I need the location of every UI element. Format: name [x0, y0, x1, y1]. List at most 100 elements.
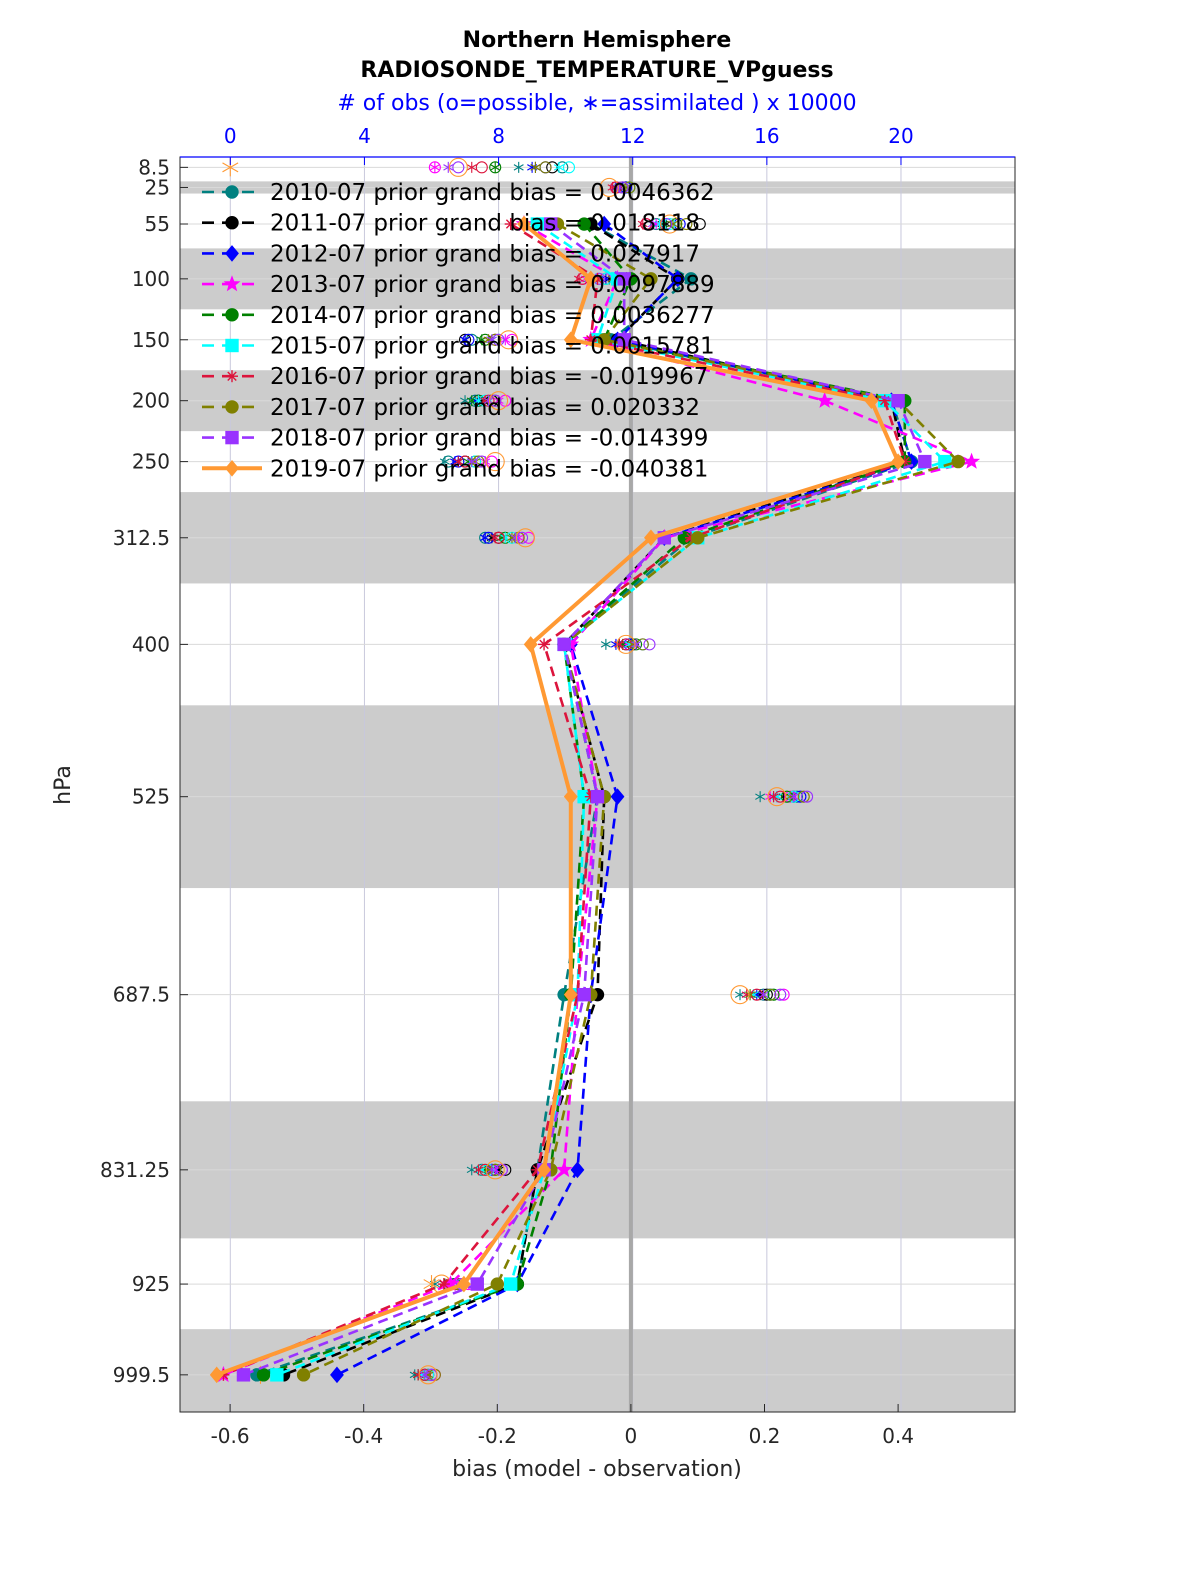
series-lines: [209, 215, 981, 1384]
obs-possible-marker: [539, 161, 552, 174]
series-point: [490, 1277, 504, 1291]
top-axis-ticks: 0 4 8 12 16 20: [224, 124, 914, 165]
asterisk-stroke: [614, 641, 625, 648]
obs-assimilated-marker: [631, 638, 642, 650]
asterisk-stroke: [466, 164, 477, 171]
obs-possible-marker: [693, 217, 706, 231]
obs-possible-marker: [465, 333, 478, 346]
series-line: [216, 222, 901, 1377]
y-tick-label: 55: [145, 212, 170, 236]
obs-assimilated-marker: [429, 161, 440, 173]
y-tick-label: 250: [132, 450, 170, 474]
series-point: [570, 1161, 585, 1179]
series-point: [544, 217, 558, 231]
obs-possible-marker: [479, 333, 492, 346]
y-tick-label: 925: [132, 1272, 170, 1296]
obs-possible-marker: [499, 1163, 512, 1176]
asterisk-stroke: [490, 164, 501, 171]
y-axis-label: hPa: [51, 765, 76, 805]
series-point: [951, 454, 965, 469]
obs-possible-marker: [479, 1163, 492, 1176]
top-axis-label: # of obs (o=possible, ∗=assimilated ) x …: [337, 91, 856, 116]
series-point: [918, 454, 932, 469]
obs-possible-marker: [680, 217, 693, 231]
series-point: [537, 1161, 551, 1179]
y-tick-label: 831.25: [100, 1158, 170, 1182]
obs-assimilated-marker: [419, 1369, 430, 1381]
legend-marker: [225, 338, 239, 353]
asterisk-stroke: [637, 220, 648, 228]
series-point: [816, 391, 834, 408]
series-line: [276, 222, 947, 1377]
series-point: [610, 788, 625, 805]
obs-possible-marker: [458, 455, 472, 468]
obs-assimilated-marker: [530, 161, 541, 173]
series-line: [222, 222, 907, 1377]
asterisk-stroke: [667, 220, 678, 228]
legend-entry: 2014-07 prior grand bias = 0.0036277: [270, 303, 715, 329]
chart-title: Northern Hemisphere: [463, 28, 732, 53]
obs-assimilated-marker: [466, 456, 477, 468]
series-point: [597, 215, 612, 233]
asterisk-stroke: [755, 793, 766, 800]
series-point: [270, 1368, 284, 1382]
asterisk-stroke: [466, 458, 477, 465]
asterisk-stroke: [480, 534, 491, 541]
series-point: [891, 393, 905, 408]
asterisk-stroke: [222, 162, 239, 173]
legend-entry: 2018-07 prior grand bias = -0.014399: [270, 426, 708, 452]
asterisk-stroke: [460, 336, 471, 343]
asterisk-stroke: [453, 458, 464, 465]
obs-possible-marker: [489, 333, 502, 346]
obs-possible-marker: [750, 988, 763, 1001]
obs-possible-marker: [485, 1160, 505, 1180]
obs-possible-marker: [599, 177, 619, 198]
asterisk-stroke: [510, 534, 521, 541]
series-point: [530, 217, 545, 231]
asterisk-stroke: [429, 164, 440, 171]
y-tick-label: 25: [145, 175, 170, 199]
obs-assimilated-marker: [486, 1164, 497, 1176]
obs-possible-marker: [616, 634, 636, 654]
obs-assimilated-marker: [513, 161, 524, 173]
x-tick-label: 0: [625, 1424, 638, 1448]
series-point: [644, 529, 658, 547]
series-point: [296, 1368, 311, 1382]
obs-assimilated-marker: [460, 334, 471, 346]
series-point: [503, 1277, 518, 1291]
asterisk-stroke: [553, 164, 564, 171]
series-point: [563, 331, 578, 349]
asterisk-stroke: [423, 1279, 440, 1290]
obs-possible-marker: [660, 214, 680, 234]
x-tick-label: -0.4: [344, 1424, 383, 1448]
series-point: [891, 453, 906, 470]
series-point: [330, 1366, 344, 1384]
chart-subtitle: RADIOSONDE_TEMPERATURE_VPguess: [360, 58, 833, 83]
series-point: [523, 636, 538, 653]
series-line: [263, 223, 907, 1377]
obs-possible-marker: [774, 988, 787, 1001]
series-point: [670, 270, 685, 288]
legend-marker: [225, 215, 239, 230]
obs-possible-marker: [485, 452, 505, 472]
series-point: [209, 1366, 224, 1384]
top-tick-label: 8: [492, 124, 505, 148]
obs-possible-marker: [499, 330, 519, 350]
legend-marker: [225, 185, 239, 199]
shaded-band: [180, 1329, 1015, 1412]
obs-assimilated-marker: [788, 791, 799, 803]
legend-marker: [226, 370, 238, 383]
asterisk-stroke: [483, 397, 494, 404]
obs-possible-marker: [546, 161, 559, 174]
series-point: [684, 272, 698, 286]
asterisk-stroke: [788, 793, 799, 800]
top-tick-label: 0: [224, 124, 237, 148]
obs-possible-marker: [643, 638, 656, 651]
asterisk-stroke: [493, 397, 504, 404]
obs-assimilated-marker: [443, 161, 454, 173]
legend-entry: 2010-07 prior grand bias = 0.0046362: [270, 180, 715, 206]
obs-possible-marker: [482, 531, 495, 544]
obs-possible-marker: [475, 455, 488, 468]
asterisk-stroke: [530, 164, 541, 171]
